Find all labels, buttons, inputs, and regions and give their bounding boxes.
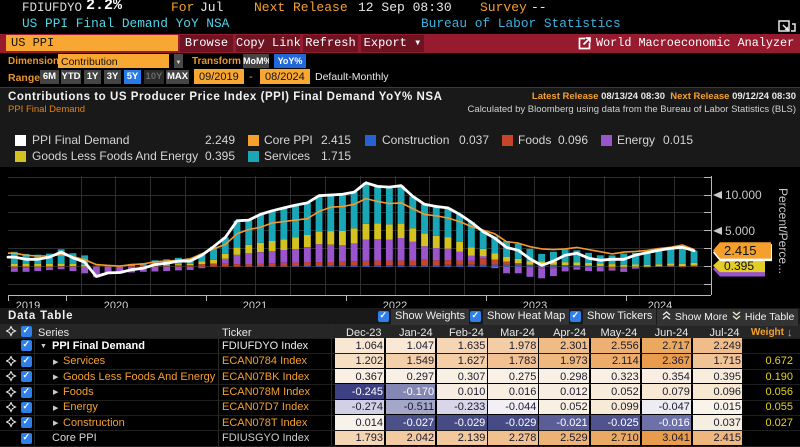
svg-text:5.000: 5.000 [725,224,755,238]
svg-text:Percent/Perce...: Percent/Perce... [776,188,790,274]
svg-text:0.395: 0.395 [724,259,754,273]
svg-text:2.415: 2.415 [724,243,757,258]
svg-text:10.000: 10.000 [725,188,762,202]
